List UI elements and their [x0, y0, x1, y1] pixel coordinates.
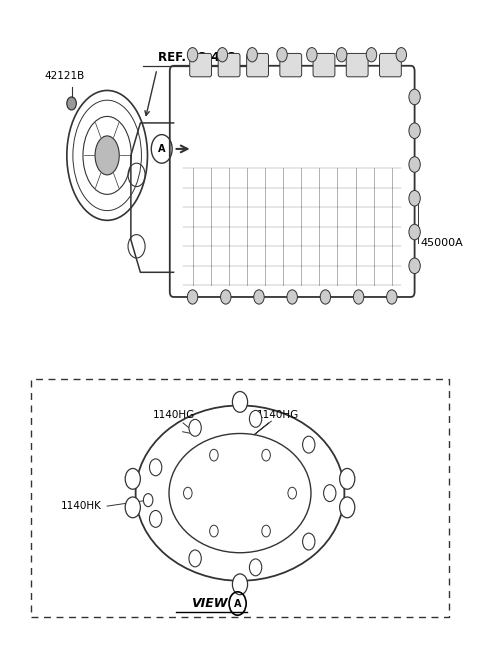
Circle shape — [302, 436, 315, 453]
Circle shape — [250, 559, 262, 576]
FancyBboxPatch shape — [190, 54, 212, 77]
FancyBboxPatch shape — [218, 54, 240, 77]
Text: 45000A: 45000A — [420, 238, 463, 248]
Circle shape — [220, 290, 231, 304]
Circle shape — [307, 48, 317, 62]
Circle shape — [149, 459, 162, 476]
Circle shape — [144, 494, 153, 506]
FancyBboxPatch shape — [313, 54, 335, 77]
FancyBboxPatch shape — [280, 54, 301, 77]
Circle shape — [189, 550, 201, 567]
FancyArrowPatch shape — [176, 145, 188, 152]
Circle shape — [277, 48, 287, 62]
Circle shape — [353, 290, 364, 304]
Circle shape — [409, 123, 420, 138]
Circle shape — [366, 48, 377, 62]
Text: A: A — [158, 144, 166, 154]
Circle shape — [247, 48, 257, 62]
Circle shape — [320, 290, 331, 304]
Text: 42121B: 42121B — [44, 71, 84, 81]
Circle shape — [125, 468, 140, 489]
Circle shape — [189, 419, 201, 436]
Text: A: A — [234, 599, 241, 608]
Text: VIEW: VIEW — [191, 597, 228, 610]
Circle shape — [409, 157, 420, 172]
Circle shape — [396, 48, 407, 62]
FancyBboxPatch shape — [346, 54, 368, 77]
Circle shape — [187, 290, 198, 304]
Circle shape — [125, 497, 140, 517]
Circle shape — [287, 290, 298, 304]
Text: 1140HG: 1140HG — [257, 410, 299, 420]
Circle shape — [409, 224, 420, 240]
Circle shape — [232, 574, 248, 595]
Circle shape — [187, 48, 198, 62]
Circle shape — [409, 191, 420, 206]
Circle shape — [302, 533, 315, 550]
Circle shape — [232, 392, 248, 412]
Ellipse shape — [67, 90, 147, 220]
Circle shape — [386, 290, 397, 304]
Ellipse shape — [136, 405, 344, 581]
Text: 1140HK: 1140HK — [60, 501, 101, 511]
Circle shape — [336, 48, 347, 62]
Circle shape — [324, 485, 336, 502]
Text: 1140HG: 1140HG — [153, 410, 195, 420]
Bar — [31, 379, 449, 616]
Circle shape — [250, 411, 262, 427]
FancyBboxPatch shape — [247, 54, 268, 77]
FancyBboxPatch shape — [170, 66, 415, 297]
Circle shape — [340, 468, 355, 489]
Circle shape — [217, 48, 228, 62]
Circle shape — [67, 97, 76, 110]
Circle shape — [340, 497, 355, 517]
Circle shape — [254, 290, 264, 304]
Circle shape — [149, 510, 162, 527]
Circle shape — [409, 89, 420, 105]
Circle shape — [409, 258, 420, 274]
Text: REF. 43-453: REF. 43-453 — [158, 52, 236, 64]
Ellipse shape — [95, 136, 119, 175]
FancyBboxPatch shape — [380, 54, 401, 77]
